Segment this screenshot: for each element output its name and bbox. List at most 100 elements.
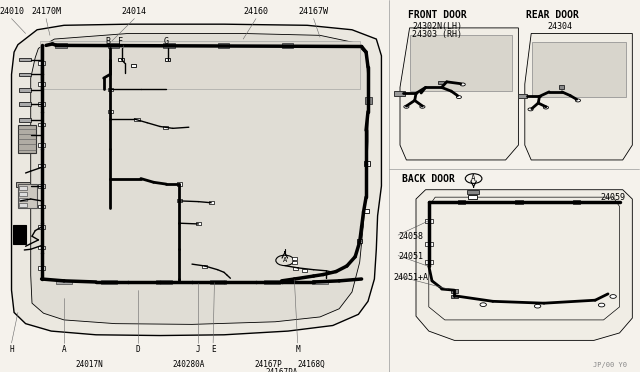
Text: G: G	[164, 38, 169, 46]
Bar	[108, 110, 113, 113]
Bar	[19, 102, 31, 106]
Circle shape	[528, 108, 533, 111]
Bar	[19, 192, 27, 196]
Text: 24160: 24160	[243, 7, 269, 16]
Text: JP/00 Y0: JP/00 Y0	[593, 362, 627, 368]
Bar	[19, 133, 31, 137]
Text: 24167W: 24167W	[299, 7, 328, 16]
Circle shape	[456, 96, 461, 99]
Polygon shape	[400, 28, 518, 160]
Bar	[410, 35, 512, 91]
Bar	[196, 222, 201, 225]
Bar	[357, 239, 362, 243]
Bar	[156, 280, 172, 284]
Bar	[38, 61, 45, 65]
Text: E: E	[211, 345, 216, 354]
Circle shape	[460, 83, 465, 86]
Bar	[38, 246, 45, 249]
Text: 24058: 24058	[398, 232, 423, 241]
Bar	[38, 225, 45, 229]
Bar	[13, 225, 26, 244]
Bar	[425, 219, 433, 223]
Text: M: M	[295, 345, 300, 354]
Bar	[38, 184, 45, 188]
Bar	[165, 58, 170, 61]
Polygon shape	[416, 190, 632, 340]
Bar	[209, 201, 214, 204]
Circle shape	[575, 99, 580, 102]
Bar	[364, 209, 369, 213]
Text: A: A	[61, 345, 67, 354]
Bar	[55, 43, 67, 48]
Bar	[19, 73, 31, 76]
Circle shape	[610, 295, 616, 298]
Bar	[312, 280, 328, 284]
Bar	[467, 190, 479, 194]
Bar	[282, 43, 293, 48]
Bar	[19, 198, 27, 201]
Bar	[394, 91, 405, 96]
Bar	[293, 267, 298, 270]
Bar	[56, 280, 72, 284]
Text: 24017N: 24017N	[76, 360, 104, 369]
Bar	[40, 41, 360, 89]
Bar	[38, 205, 45, 208]
Bar	[264, 280, 280, 284]
Bar	[38, 102, 45, 106]
Bar	[118, 58, 124, 61]
Bar	[108, 88, 113, 91]
Bar	[19, 118, 31, 122]
Bar	[559, 85, 564, 89]
Bar	[218, 43, 229, 48]
Bar	[38, 266, 45, 270]
Bar	[515, 200, 523, 204]
Text: BACK DOOR: BACK DOOR	[402, 174, 455, 183]
Bar	[425, 242, 433, 246]
Bar	[131, 64, 136, 67]
Circle shape	[534, 304, 541, 308]
Text: 24051+A: 24051+A	[394, 273, 429, 282]
Bar	[210, 280, 226, 284]
Bar	[101, 280, 117, 284]
Bar	[163, 43, 175, 48]
Text: 24059: 24059	[600, 193, 625, 202]
Bar	[202, 265, 207, 268]
Bar	[177, 182, 182, 186]
Text: 24168Q: 24168Q	[298, 360, 326, 369]
Bar	[438, 81, 444, 84]
Text: 24170M: 24170M	[31, 7, 61, 16]
Text: F: F	[118, 38, 123, 46]
Bar	[16, 182, 30, 187]
Text: 24303 (RH): 24303 (RH)	[412, 30, 462, 39]
Polygon shape	[31, 33, 368, 324]
Text: J: J	[196, 345, 201, 354]
Bar	[468, 195, 477, 199]
Text: 24304: 24304	[547, 22, 572, 31]
Circle shape	[480, 303, 486, 307]
Text: 240280A: 240280A	[173, 360, 205, 369]
Bar	[38, 143, 45, 147]
Bar	[364, 161, 370, 166]
Text: D: D	[135, 345, 140, 354]
Bar	[451, 295, 458, 298]
Bar	[451, 289, 458, 293]
Bar	[302, 269, 307, 272]
Bar	[19, 58, 31, 61]
Text: 24051: 24051	[398, 252, 423, 261]
Bar	[532, 42, 626, 97]
Bar	[108, 43, 119, 48]
Circle shape	[543, 106, 548, 109]
Bar	[365, 97, 372, 104]
Bar	[458, 200, 465, 204]
Bar	[18, 184, 37, 208]
Bar	[18, 125, 36, 153]
Text: H: H	[9, 345, 14, 354]
Bar	[177, 199, 182, 202]
Circle shape	[404, 105, 409, 108]
Text: B: B	[105, 38, 110, 46]
Text: A: A	[471, 174, 476, 183]
Bar	[573, 200, 580, 204]
Bar	[38, 82, 45, 86]
Text: 24167P: 24167P	[255, 360, 283, 369]
Bar	[19, 203, 27, 207]
